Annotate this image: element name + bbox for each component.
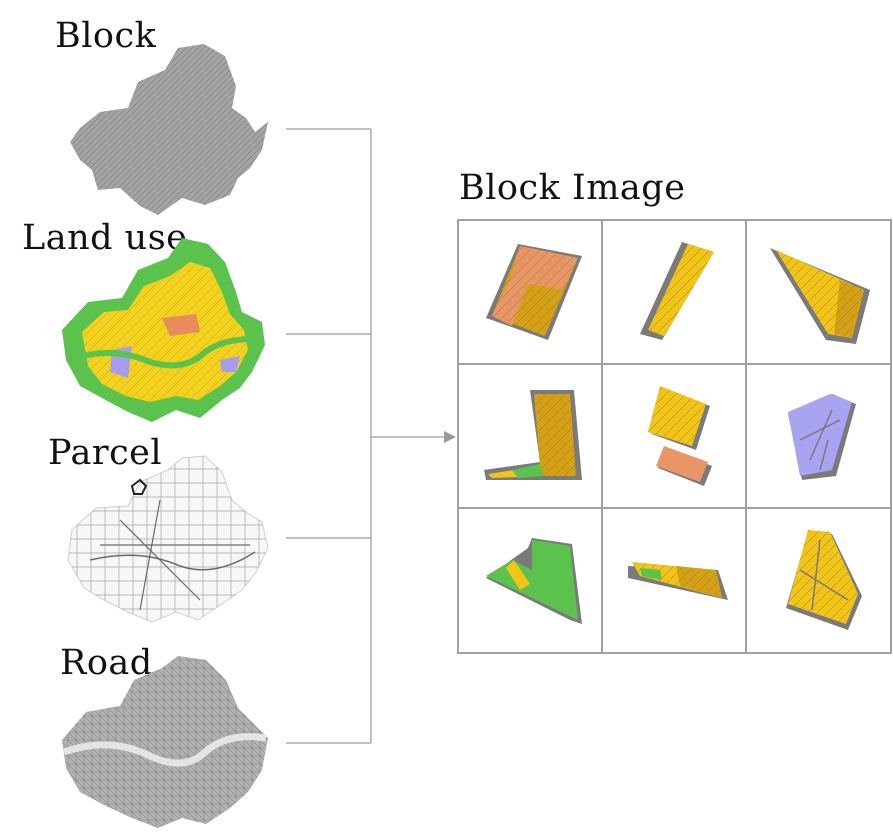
block-tile-8 [628, 562, 728, 600]
block-tile-2 [640, 242, 714, 340]
parcel-map [68, 456, 268, 622]
road-map [62, 656, 268, 828]
block-tile-5 [648, 386, 712, 486]
block-tile-7 [486, 538, 582, 624]
arrow-head-icon [444, 431, 456, 443]
block-tile-6 [788, 394, 856, 480]
block-tile-4 [484, 390, 582, 480]
block-tile-3 [770, 248, 870, 344]
block-tile-9 [786, 530, 862, 630]
block-map [70, 44, 268, 215]
block-tile-1 [486, 244, 582, 340]
land-use-map [62, 238, 265, 422]
connector-lines [286, 129, 444, 743]
